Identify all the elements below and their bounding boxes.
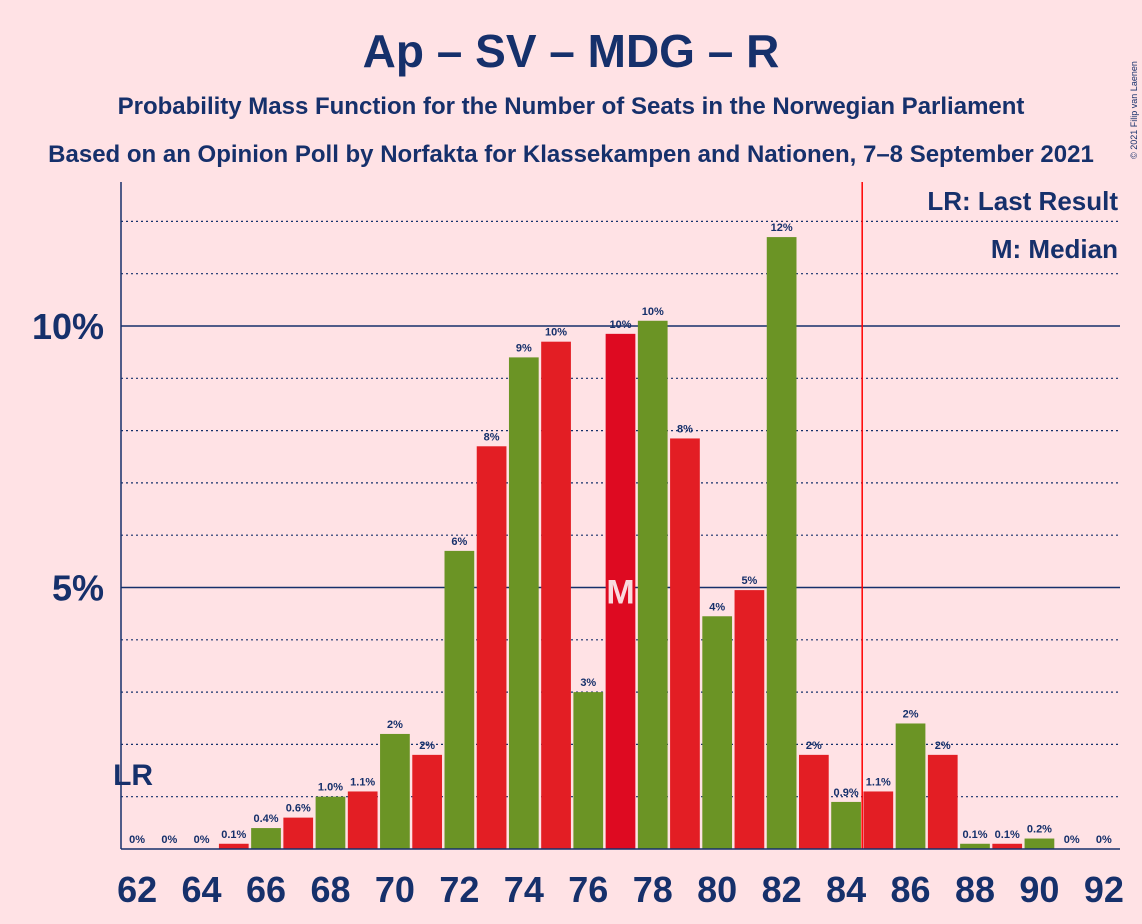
- bar-label-75: 10%: [545, 327, 567, 339]
- bar-label-83: 2%: [806, 740, 822, 752]
- bar-seat-89: [992, 843, 1023, 849]
- bar-seat-80: [702, 616, 733, 849]
- bar-label-92: 0%: [1096, 834, 1112, 846]
- bar-seat-70: [380, 733, 410, 849]
- bar-seat-74: [508, 357, 539, 849]
- bar-label-64: 0%: [194, 834, 210, 846]
- bar-label-78: 10%: [642, 306, 664, 318]
- bar-label-89: 0.1%: [995, 829, 1020, 841]
- bar-label-91: 0%: [1064, 834, 1080, 846]
- x-tick-label: 86: [891, 869, 931, 910]
- bar-seat-65: [218, 843, 249, 849]
- bar-seat-78: [637, 320, 668, 849]
- bar-label-70: 2%: [387, 719, 403, 731]
- x-tick-label: 66: [246, 869, 286, 910]
- bar-seat-69: [347, 791, 378, 849]
- bars: 0% 0% 0% 0.1% 0.4% 0.6% 1.0% 1.1% 2% 2% 6% 8% 9% 10% 3…: [113, 182, 1112, 850]
- x-tick-labels: 62 64 66 68 70 72 74 76 78 80 82 84 86 88 90 92: [117, 869, 1124, 910]
- bar-label-86: 2%: [903, 708, 919, 720]
- y-tick-labels: 5% 10%: [32, 306, 104, 609]
- bar-label-65: 0.1%: [221, 829, 246, 841]
- bar-seat-67: [283, 817, 314, 849]
- bar-seat-77: [605, 333, 636, 850]
- bar-label-72: 6%: [451, 536, 467, 548]
- bar-seat-83: [798, 754, 829, 849]
- bar-label-67: 0.6%: [286, 803, 311, 815]
- median-marker: M: [606, 573, 634, 611]
- y-tick-label: 10%: [32, 306, 104, 347]
- x-tick-label: 70: [375, 869, 415, 910]
- bar-label-79: 8%: [677, 423, 693, 435]
- x-tick-label: 92: [1084, 869, 1124, 910]
- bar-seat-88: [960, 843, 990, 849]
- bar-seat-90: [1024, 838, 1055, 849]
- x-tick-label: 74: [504, 869, 544, 910]
- bar-label-66: 0.4%: [253, 813, 278, 825]
- bar-seat-87: [927, 754, 958, 849]
- bar-label-82: 12%: [771, 222, 793, 234]
- bar-seat-71: [412, 754, 443, 849]
- bar-label-71: 2%: [419, 740, 435, 752]
- chart-subtitle: Probability Mass Function for the Number…: [118, 93, 1025, 120]
- bar-label-88: 0.1%: [962, 829, 987, 841]
- bar-seat-73: [476, 446, 507, 849]
- bar-label-76: 3%: [580, 677, 596, 689]
- bar-label-62: 0%: [129, 834, 145, 846]
- bar-label-81: 5%: [741, 575, 757, 587]
- bar-label-87: 2%: [935, 740, 951, 752]
- x-tick-label: 90: [1019, 869, 1059, 910]
- last-result-marker: LR: [113, 759, 153, 792]
- bar-label-69: 1.1%: [350, 776, 375, 788]
- bar-seat-68: [315, 796, 346, 849]
- y-tick-label: 5%: [52, 568, 104, 609]
- x-tick-label: 72: [439, 869, 479, 910]
- x-tick-label: 88: [955, 869, 995, 910]
- bar-seat-76: [573, 692, 604, 849]
- x-tick-label: 82: [762, 869, 802, 910]
- bar-seat-85: [863, 791, 894, 849]
- grid-lines: [121, 220, 1120, 798]
- x-tick-label: 68: [310, 869, 350, 910]
- bar-label-77: 10%: [609, 319, 631, 331]
- x-tick-label: 64: [182, 869, 222, 910]
- bar-seat-81: [734, 590, 765, 849]
- bar-seat-84: [831, 801, 861, 849]
- bar-label-74: 9%: [516, 342, 532, 354]
- chart-title: Ap – SV – MDG – R: [363, 25, 780, 77]
- bar-seat-82: [766, 237, 797, 850]
- bar-seat-79: [670, 438, 700, 849]
- x-tick-label: 76: [568, 869, 608, 910]
- legend-median: M: Median: [991, 234, 1118, 264]
- bar-label-73: 8%: [484, 431, 500, 443]
- x-tick-label: 78: [633, 869, 673, 910]
- bar-label-68: 1.0%: [318, 782, 343, 794]
- chart-subtitle-2: Based on an Opinion Poll by Norfakta for…: [48, 141, 1094, 168]
- bar-seat-86: [895, 723, 926, 849]
- x-tick-label: 80: [697, 869, 737, 910]
- bar-label-90: 0.2%: [1027, 824, 1052, 836]
- bar-label-85: 1.1%: [866, 776, 891, 788]
- copyright-note: © 2021 Filip van Laenen: [1129, 61, 1139, 159]
- x-tick-label: 84: [826, 869, 866, 910]
- legend-last-result: LR: Last Result: [927, 186, 1118, 216]
- bar-seat-66: [251, 828, 281, 849]
- x-tick-label: 62: [117, 869, 157, 910]
- bar-label-80: 4%: [709, 601, 725, 613]
- bar-seat-72: [444, 550, 475, 849]
- bar-label-63: 0%: [161, 834, 177, 846]
- bar-seat-75: [541, 341, 571, 849]
- bar-label-84: 0.9%: [834, 787, 859, 799]
